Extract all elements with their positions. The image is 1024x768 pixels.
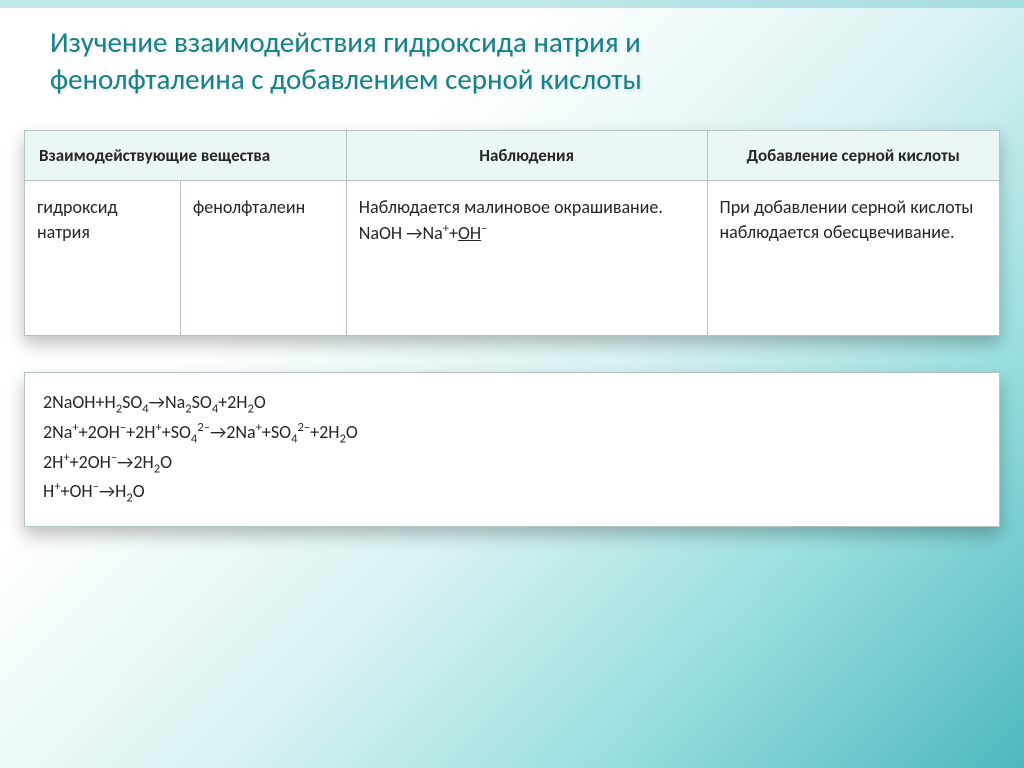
cell-observation: Наблюдается малиновое окрашивание. NaOH … (346, 181, 707, 336)
table-header-row: Взаимодействующие вещества Наблюдения До… (25, 131, 1000, 181)
slide-title: Изучение взаимодействия гидроксида натри… (0, 0, 1024, 110)
equations-box: 2NaOH+H2SO4→Na2SO4+2H2O 2Na++2OH–+2H++SO… (24, 372, 1000, 527)
cell-substance-1: гидроксид натрия (25, 181, 181, 336)
equation-2: 2Na++2OH–+2H++SO42–→2Na++SO42–+2H2O (43, 419, 981, 449)
header-substances: Взаимодействующие вещества (25, 131, 347, 181)
observation-text: Наблюдается малиновое окрашивание. (359, 196, 663, 218)
formula-sup: – (481, 221, 487, 236)
top-accent-curve (0, 0, 1024, 8)
header-observations: Наблюдения (346, 131, 707, 181)
equation-4: H++OH–→H2O (43, 478, 981, 508)
observation-formula: NaOH →Na++OH– (359, 222, 488, 244)
equation-1: 2NaOH+H2SO4→Na2SO4+2H2O (43, 389, 981, 419)
formula-oh: OH (458, 222, 481, 244)
title-line-1: Изучение взаимодействия гидроксида натри… (50, 24, 641, 60)
table-container: Взаимодействующие вещества Наблюдения До… (24, 130, 1000, 336)
cell-substance-2: фенолфталеин (181, 181, 347, 336)
header-acid: Добавление серной кислоты (707, 131, 1000, 181)
title-line-2: фенолфталеина с добавлением серной кисло… (50, 61, 642, 97)
equation-3: 2H++2OH–→2H2O (43, 449, 981, 479)
cell-acid-note: При добавлении серной кислоты наблюдаетс… (707, 181, 1000, 336)
table-row: гидроксид натрия фенолфталеин Наблюдаетс… (25, 181, 1000, 336)
formula-part: + (449, 222, 458, 244)
data-table: Взаимодействующие вещества Наблюдения До… (24, 130, 1000, 336)
formula-part: NaOH →Na (359, 222, 443, 244)
